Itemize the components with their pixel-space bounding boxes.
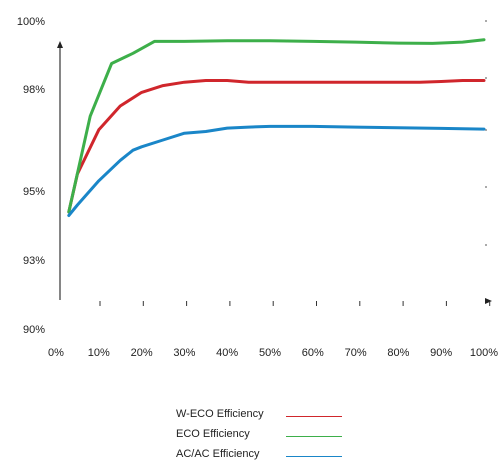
x-tick-label: 20% [131,347,153,359]
legend-label: ECO Efficiency [176,428,250,440]
y-tick-label: 98% [23,84,45,96]
x-tick-label: 0% [48,347,64,359]
chart-ticks: 100%98%95%93%90%0% 10% 20% 30% 40% 50% 60% 70% 8… [17,16,498,359]
y-tick-label: 95% [23,186,45,198]
x-tick-label: 70% [345,347,367,359]
x-tick-label: 30% [173,347,195,359]
legend-swatch [286,416,342,417]
legend-label: AC/AC Efficiency [176,448,260,460]
series-line-w-eco-efficiency [67,79,486,214]
chart-legend: W-ECO Efficiency ECO Efficiency AC/AC Effi… [176,400,356,460]
legend-item: ECO Efficiency [176,420,356,440]
legend-item: AC/AC Efficiency [176,440,356,460]
chart-axes [57,41,492,304]
y-tick-label: 90% [23,324,45,336]
series-line-ac-ac-efficiency [67,124,486,217]
x-tick-label: 60% [302,347,324,359]
x-axis-arrow [485,298,492,304]
chart-series [67,38,486,217]
y-axis-arrow [57,41,63,48]
legend-item: W-ECO Efficiency [176,400,356,420]
x-tick-label: 80% [387,347,409,359]
y-tick-label: 100% [17,16,45,28]
x-tick-label: 100% [470,347,498,359]
y-tick-label: 93% [23,255,45,267]
x-tick-label: 50% [259,347,281,359]
x-tick-label: 90% [430,347,452,359]
legend-swatch [286,436,342,437]
x-tick-label: 40% [216,347,238,359]
x-tick-label: 10% [88,347,110,359]
legend-label: W-ECO Efficiency [176,408,264,420]
series-line-eco-efficiency [67,38,486,214]
